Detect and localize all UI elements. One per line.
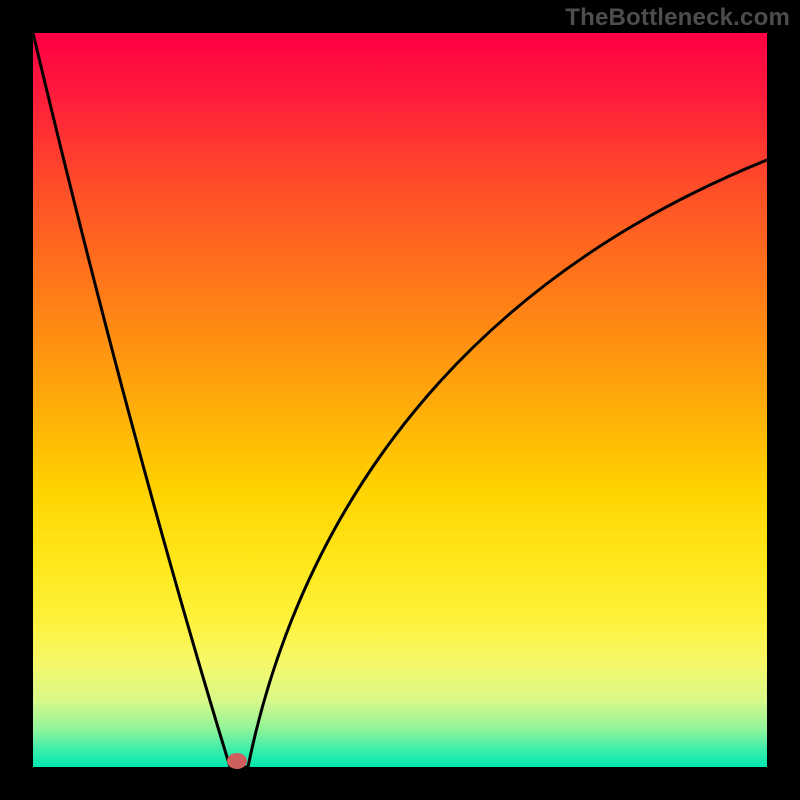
watermark-text: TheBottleneck.com bbox=[565, 4, 790, 32]
plot-area-rect bbox=[33, 33, 767, 767]
chart-frame bbox=[0, 0, 800, 800]
min-marker bbox=[227, 753, 247, 769]
chart-svg bbox=[0, 0, 800, 800]
